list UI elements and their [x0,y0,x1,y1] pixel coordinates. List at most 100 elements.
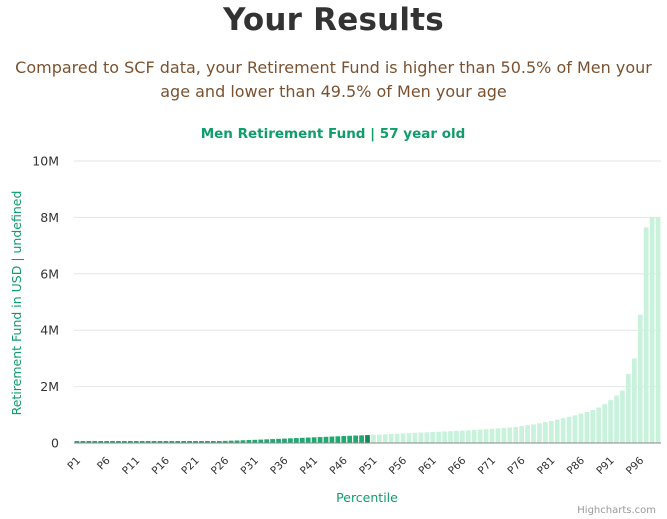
bar-p8[interactable] [116,441,121,443]
bar-p80[interactable] [543,422,548,443]
bar-p20[interactable] [187,441,192,443]
bar-p72[interactable] [495,428,501,443]
bar-p39[interactable] [299,437,305,443]
bar-p27[interactable] [228,440,234,443]
bar-p91[interactable] [608,400,613,443]
bar-p36[interactable] [282,438,287,443]
bar-p99[interactable] [655,217,661,443]
bar-p51[interactable] [371,434,376,443]
bar-p92[interactable] [614,395,619,443]
bar-p22[interactable] [199,441,204,443]
bar-p69[interactable] [477,429,483,443]
bar-p30[interactable] [246,440,252,443]
bar-p17[interactable] [169,441,175,443]
bar-p7[interactable] [110,441,115,443]
bar-p25[interactable] [216,441,222,443]
bar-p43[interactable] [323,436,329,443]
bar-p78[interactable] [531,424,536,443]
bar-p52[interactable] [376,434,382,443]
bar-p55[interactable] [394,433,400,443]
bar-p45[interactable] [335,436,341,443]
bar-p86[interactable] [578,413,584,443]
bar-p16[interactable] [163,441,169,443]
bar-p2[interactable] [80,441,86,443]
bar-p84[interactable] [566,416,572,443]
bar-p41[interactable] [311,437,317,443]
bar-p46[interactable] [341,436,347,443]
credits-link[interactable]: Highcharts.com [577,505,656,516]
bar-p10[interactable] [127,441,133,443]
bar-p95[interactable] [631,358,637,443]
bar-p96[interactable] [637,314,643,443]
bar-p88[interactable] [590,410,596,443]
bar-p68[interactable] [471,429,477,443]
bar-p83[interactable] [560,418,566,443]
bar-p62[interactable] [436,431,442,443]
bar-p53[interactable] [382,434,388,443]
bar-p38[interactable] [293,438,299,443]
bar-p4[interactable] [92,441,98,443]
bar-p77[interactable] [525,425,530,443]
bar-p6[interactable] [104,441,109,443]
bar-p70[interactable] [483,429,489,443]
bar-p34[interactable] [270,439,276,443]
bar-p66[interactable] [459,430,465,443]
bar-p42[interactable] [317,437,323,443]
bar-p12[interactable] [139,441,145,443]
bar-p31[interactable] [252,439,258,443]
bar-p57[interactable] [406,433,412,443]
bar-p65[interactable] [454,430,459,443]
bar-p29[interactable] [240,440,246,443]
bar-p48[interactable] [353,435,359,443]
bar-p11[interactable] [133,441,139,443]
bar-p54[interactable] [388,433,394,443]
bar-p61[interactable] [430,432,436,443]
bar-p87[interactable] [584,411,590,443]
bar-p89[interactable] [596,407,602,443]
bar-p82[interactable] [554,419,560,443]
bar-p50[interactable] [365,435,370,443]
bar-p19[interactable] [181,441,187,443]
bar-p71[interactable] [489,428,495,443]
bar-p98[interactable] [649,217,655,443]
bar-p21[interactable] [193,441,198,443]
bar-p32[interactable] [258,439,264,443]
bar-p24[interactable] [210,441,216,443]
bar-p33[interactable] [264,439,270,443]
bar-p93[interactable] [620,390,625,443]
bar-p49[interactable] [359,435,364,443]
bar-p56[interactable] [400,433,406,443]
bar-p64[interactable] [448,431,453,443]
bar-p63[interactable] [442,431,447,443]
bar-p76[interactable] [519,426,525,443]
bar-p15[interactable] [157,441,163,443]
bar-p26[interactable] [222,440,228,443]
bar-p90[interactable] [602,404,608,443]
bar-p3[interactable] [86,441,92,443]
bar-p14[interactable] [151,441,157,443]
bar-p79[interactable] [537,423,542,443]
bar-p81[interactable] [548,421,554,443]
bar-p97[interactable] [643,227,649,443]
bar-p1[interactable] [74,441,80,443]
bar-p94[interactable] [626,373,631,443]
bar-p28[interactable] [234,440,240,443]
bar-p23[interactable] [205,441,210,443]
bar-p67[interactable] [465,430,471,443]
bar-p37[interactable] [288,438,293,443]
bar-p40[interactable] [305,437,311,443]
bar-p47[interactable] [347,435,353,443]
bar-p18[interactable] [175,441,181,443]
bar-p75[interactable] [513,426,519,443]
bar-p58[interactable] [412,432,418,443]
bar-p13[interactable] [145,441,151,443]
bar-p73[interactable] [501,427,507,443]
bar-p59[interactable] [418,432,424,443]
bar-p9[interactable] [122,441,127,443]
bar-p74[interactable] [507,427,513,443]
bar-p44[interactable] [329,436,335,443]
bar-p85[interactable] [572,415,578,443]
bar-p60[interactable] [424,432,430,443]
bar-p35[interactable] [276,438,281,443]
bar-p5[interactable] [98,441,104,443]
